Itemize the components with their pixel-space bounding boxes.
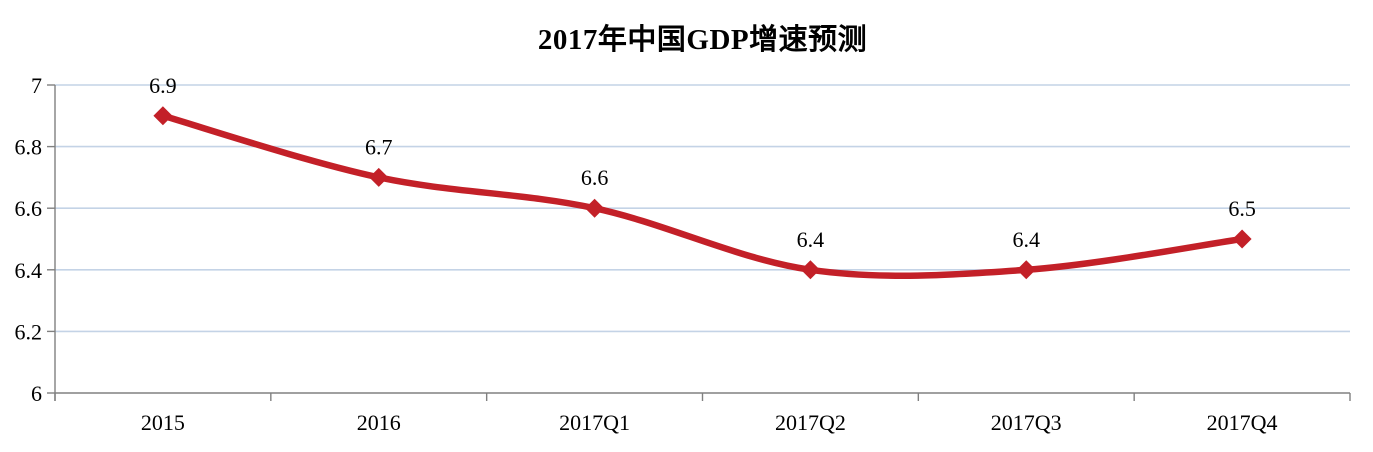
y-tick-label: 6.4	[15, 258, 43, 283]
data-point-marker	[369, 167, 389, 187]
data-point-marker	[1232, 229, 1252, 249]
x-category-label: 2016	[357, 410, 401, 435]
y-tick-label: 6.6	[15, 196, 43, 221]
data-label: 6.6	[581, 165, 609, 190]
y-tick-label: 6.8	[15, 135, 43, 160]
chart-title: 2017年中国GDP增速预测	[537, 24, 868, 56]
data-label: 6.7	[365, 134, 393, 159]
series-line	[159, 112, 1246, 279]
data-point-marker	[800, 260, 820, 280]
x-category-label: 2017Q1	[559, 410, 630, 435]
data-label: 6.9	[149, 73, 177, 98]
data-point-marker	[585, 198, 605, 218]
data-point-marker	[153, 106, 173, 126]
data-point-marker	[1016, 260, 1036, 280]
x-category-label: 2017Q3	[991, 410, 1062, 435]
data-label: 6.5	[1228, 196, 1256, 221]
data-label: 6.4	[797, 227, 825, 252]
y-tick-label: 6.2	[15, 319, 43, 344]
x-category-label: 2017Q4	[1207, 410, 1278, 435]
data-label: 6.4	[1013, 227, 1041, 252]
y-tick-label: 7	[31, 73, 42, 98]
x-category-label: 2017Q2	[775, 410, 846, 435]
y-tick-label: 6	[31, 381, 42, 406]
x-category-label: 2015	[141, 410, 185, 435]
